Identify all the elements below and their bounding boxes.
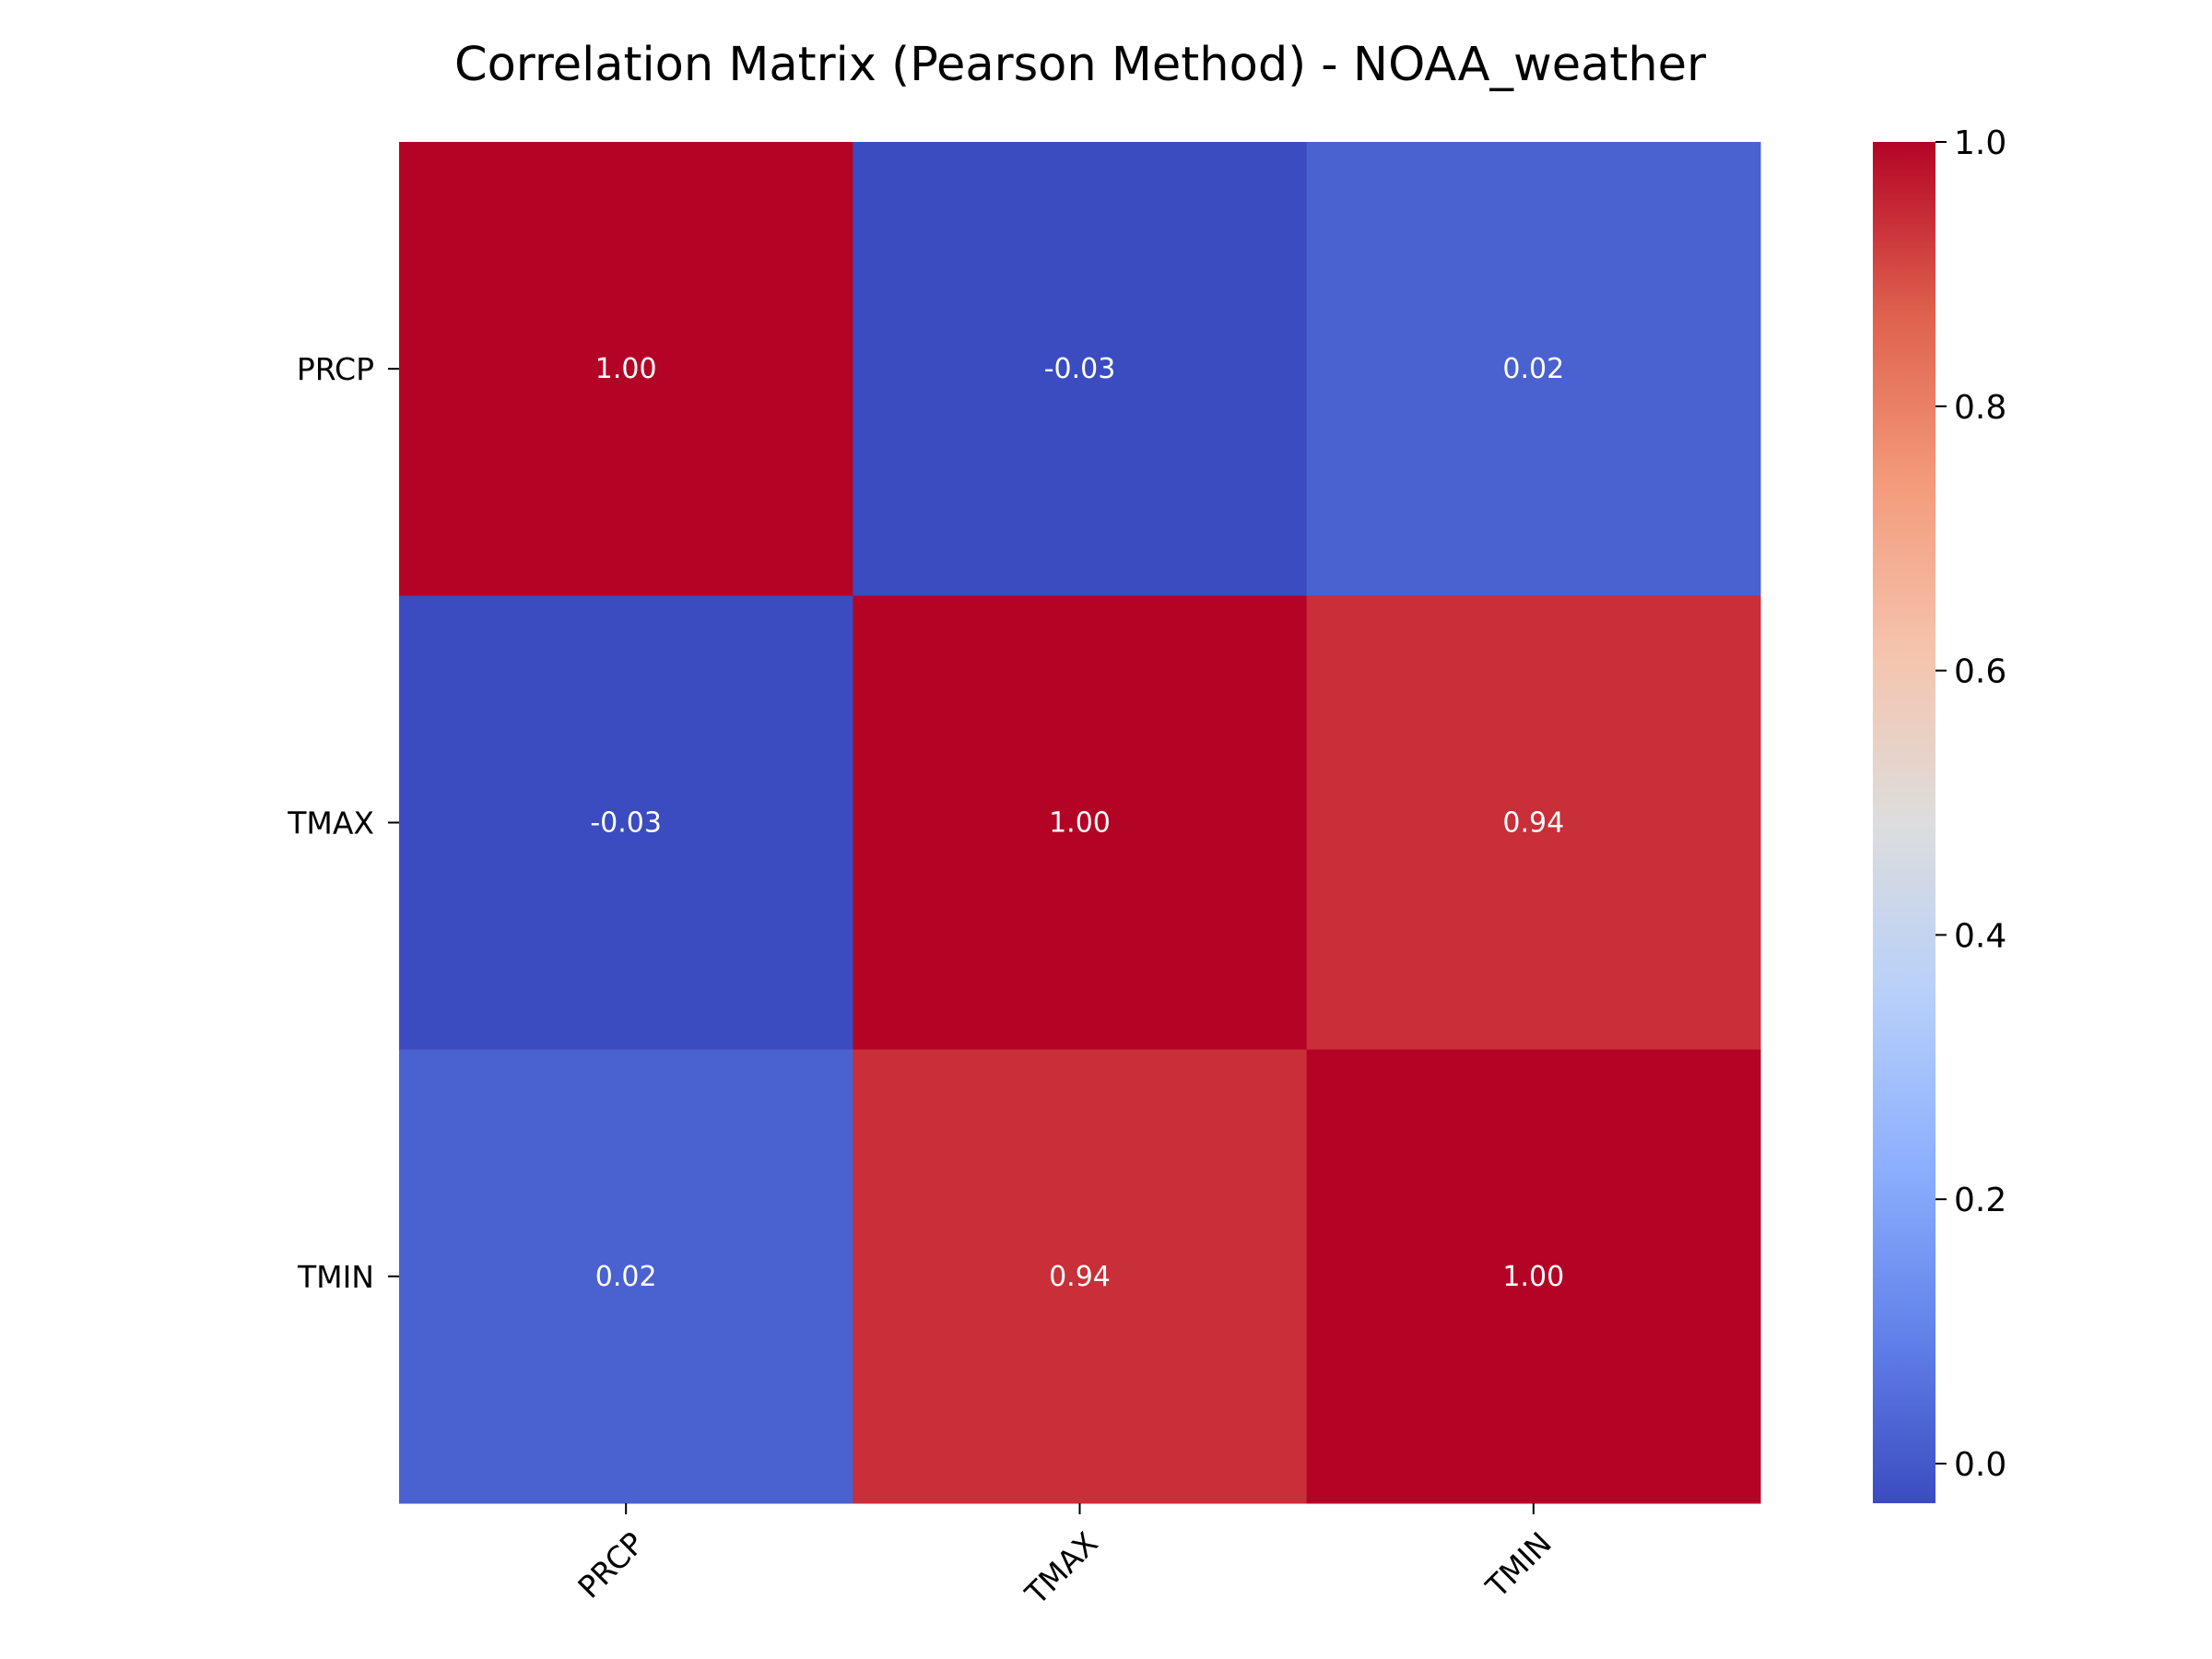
heatmap-cell (399, 142, 853, 596)
y-tick-label: PRCP (297, 351, 374, 387)
y-tick-label: TMIN (297, 1259, 374, 1295)
colorbar (1873, 142, 1936, 1503)
cell-annotation: 0.94 (1049, 1261, 1111, 1293)
colorbar-tick-label: 0.2 (1954, 1182, 2006, 1219)
cell-annotation: 1.00 (595, 353, 657, 385)
chart-title: Correlation Matrix (Pearson Method) - NO… (454, 38, 1706, 92)
cell-annotation: -0.03 (1044, 353, 1116, 385)
x-tick-label: TMAX (1018, 1525, 1105, 1613)
colorbar-tick-label: 0.8 (1954, 389, 2006, 427)
cell-annotation: 0.94 (1502, 807, 1564, 840)
heatmap-cell (853, 595, 1308, 1051)
colorbar-tick-label: 1.0 (1954, 124, 2006, 162)
heatmap-cell (1306, 142, 1761, 596)
cell-annotations: 1.00 -0.03 0.02 -0.03 1.00 0.94 0.02 0.94 1.00 (590, 353, 1564, 1293)
heatmap-cell (1306, 1049, 1761, 1504)
y-tick-label: TMAX (287, 806, 374, 841)
cell-annotation: 1.00 (1502, 1261, 1564, 1293)
cell-annotation: -0.03 (590, 807, 662, 840)
colorbar-axis: 0.0 0.2 0.4 0.6 0.8 1.0 (1936, 124, 2006, 1484)
colorbar-tick-label: 0.4 (1954, 917, 2006, 955)
x-tick-label: PRCP (571, 1525, 651, 1606)
heatmap-cell (853, 142, 1308, 596)
x-tick-label: TMIN (1478, 1525, 1559, 1606)
heatmap-cell (399, 1049, 853, 1504)
colorbar-tick-label: 0.0 (1954, 1446, 2006, 1484)
y-axis: PRCP TMAX TMIN (287, 351, 399, 1295)
heatmap-cell (1306, 595, 1761, 1051)
heatmap-cell (399, 595, 853, 1051)
cell-annotation: 0.02 (1502, 353, 1564, 385)
colorbar-tick-label: 0.6 (1954, 653, 2006, 691)
cell-annotation: 1.00 (1049, 807, 1111, 840)
heatmap-cell (853, 1049, 1308, 1504)
cell-annotation: 0.02 (595, 1261, 657, 1293)
x-axis: PRCP TMAX TMIN (571, 1503, 1559, 1612)
heatmap-cells (399, 142, 1761, 1504)
